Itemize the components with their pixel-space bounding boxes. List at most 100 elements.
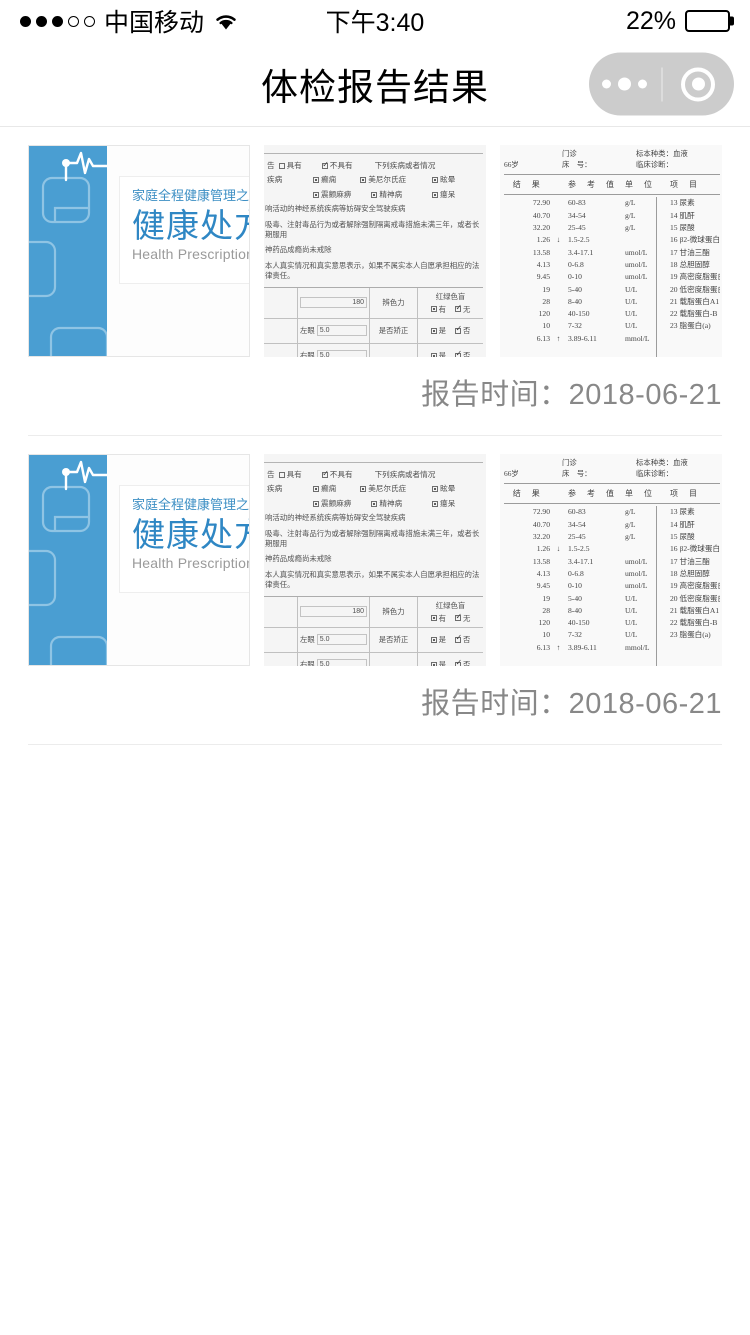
lab-result-value: 72.90 <box>532 198 550 208</box>
page-title: 体检报告结果 <box>261 67 489 108</box>
checkbox-checked-icon <box>321 470 329 479</box>
bed-label: 床 号： <box>562 159 592 169</box>
specimen-label: 标本种类： <box>636 458 673 467</box>
disease-row-label: 疾病 <box>267 484 283 494</box>
ecg-decoration-icon <box>29 151 107 356</box>
lab-reference-range: 7-32 <box>568 630 582 640</box>
lab-item-name: 23 脂蛋白(a) <box>670 630 711 640</box>
form-disease-row-2: 震颤麻痹 精神病 癔呆 <box>264 188 483 202</box>
checkbox-checked-icon <box>321 161 329 170</box>
lab-reference-range: 25-45 <box>568 532 586 542</box>
lab-reference-range: 34-54 <box>568 519 586 529</box>
lab-item-name: 20 低密度脂蛋白胆 <box>670 284 720 294</box>
lab-unit: U/L <box>625 593 638 603</box>
lab-result-value: 32.20 <box>532 532 550 542</box>
right-eye-input[interactable]: 5.0 <box>316 659 367 666</box>
diagnosis-label: 临床诊断： <box>636 468 673 478</box>
lab-result-value: 19 <box>542 284 550 294</box>
color-blind-label: 红绿色盲 <box>435 600 466 610</box>
lab-result-row: 32.20 25-45 g/L 15 尿酸 <box>504 531 720 543</box>
left-eye-input[interactable]: 5.0 <box>316 325 367 337</box>
lab-result-row: 19 5-40 U/L 20 低密度脂蛋白胆 <box>504 284 720 296</box>
checkbox-checked-icon <box>455 325 462 334</box>
disease-option: 美尼尔氏症 <box>368 484 407 494</box>
lab-item-name: 17 甘油三酯 <box>670 247 710 257</box>
form-disease-row-1: 疾病 癫痫 美尼尔氏症 眩晕 <box>264 173 483 187</box>
left-eye-label: 左眼 <box>300 326 315 336</box>
cover-subtitle: 家庭全程健康管理之 <box>132 497 250 512</box>
lab-result-value: 40.70 <box>532 210 550 220</box>
lab-result-row: 4.13 0-6.8 umol/L 18 总胆固醇 <box>504 259 720 271</box>
lab-result-row: 40.70 34-54 g/L 14 肌酐 <box>504 519 720 531</box>
form-paragraph: 吸毒、注射毒品行为或者解除强制隔离戒毒措施未满三年，或者长期服用 <box>265 528 480 548</box>
report-card[interactable]: 家庭全程健康管理之 健康处方 Health Prescription 告 <box>28 436 722 745</box>
lab-item-name: 14 肌酐 <box>670 519 695 529</box>
lab-result-value: 120 <box>538 309 550 319</box>
lab-unit: umol/L <box>625 556 648 566</box>
form-paragraph: 本人真实情况和真实意思表示，如果不属实本人自愿承担相应的法律责任。 <box>265 260 480 281</box>
capsule-close-button[interactable] <box>663 53 735 116</box>
lab-item-name: 19 高密度脂蛋白胆 <box>670 272 720 282</box>
correction-label: 是否矫正 <box>370 318 418 343</box>
lab-column-headers: 结 果 参 考 值 单 位 项 目 <box>512 489 699 499</box>
checkbox-checked-icon <box>455 613 462 622</box>
right-eye-label: 右眼 <box>300 351 315 357</box>
radio-icon <box>313 191 319 198</box>
thumbnail-lab-results[interactable]: 66岁 门诊 床 号： 标本种类：血液 临床诊断： 结 果 <box>500 145 722 357</box>
ecg-decoration-icon <box>29 460 107 665</box>
color-vision-label: 辨色力 <box>370 596 418 627</box>
radio-icon <box>430 306 437 313</box>
thumbnail-health-prescription-cover[interactable]: 家庭全程健康管理之 健康处方 Health Prescription <box>28 145 250 357</box>
lab-result-value: 120 <box>538 618 550 628</box>
form-paragraph: 神药品成瘾尚未戒除 <box>265 554 332 564</box>
lab-result-row: 120 40-150 U/L 22 载脂蛋白-B <box>504 617 720 629</box>
thumbnail-medical-exam-form[interactable]: 告 具有 不具有 下列疾病或者情况 疾病 <box>264 145 486 357</box>
thumbnail-health-prescription-cover[interactable]: 家庭全程健康管理之 健康处方 Health Prescription <box>28 454 250 666</box>
correction-label: 是否矫正 <box>370 627 418 652</box>
specimen-label: 标本种类： <box>636 149 673 158</box>
disease-option: 精神病 <box>379 498 403 508</box>
table-row: 180 辨色力 红绿色盲 有 无 <box>264 287 483 319</box>
signal-dot <box>20 15 31 27</box>
carrier-name: 中国移动 <box>104 9 205 37</box>
lab-flag-icon: ↑ <box>556 333 561 343</box>
thumbnail-lab-results[interactable]: 66岁 门诊 床 号： 标本种类：血液 临床诊断： 结 果 <box>500 454 722 666</box>
lab-unit: g/L <box>625 532 636 542</box>
diagnosis-label: 临床诊断： <box>636 159 673 169</box>
radio-icon <box>432 500 439 507</box>
disease-option: 癔呆 <box>440 189 456 199</box>
table-row: 180 辨色力 红绿色盲 有 无 <box>264 596 483 628</box>
status-bar: 中国移动 下午3:40 22% <box>0 0 750 42</box>
lab-reference-range: 1.5-2.5 <box>568 544 590 554</box>
cover-title: 健康处方 <box>132 206 249 244</box>
color-blind-label: 红绿色盲 <box>435 291 466 301</box>
lab-item-name: 13 尿素 <box>670 198 695 208</box>
specimen-value: 血液 <box>672 149 688 158</box>
lab-header: 66岁 门诊 床 号： 标本种类：血液 临床诊断： <box>504 458 720 482</box>
disease-option: 眩晕 <box>440 484 456 494</box>
capsule-menu-button[interactable] <box>589 53 661 116</box>
lab-item-name: 17 甘油三酯 <box>670 556 710 566</box>
vision-height-input[interactable]: 180 <box>300 606 367 618</box>
lab-reference-range: 40-150 <box>568 309 590 319</box>
lab-item-name: 20 低密度脂蛋白胆 <box>670 593 720 603</box>
radio-icon <box>371 500 378 507</box>
lab-result-value: 40.70 <box>532 519 550 529</box>
left-eye-input[interactable]: 5.0 <box>316 634 367 646</box>
wifi-icon <box>216 15 236 30</box>
right-eye-input[interactable]: 5.0 <box>316 350 367 357</box>
lab-reference-range: 0-6.8 <box>568 568 584 578</box>
report-card[interactable]: 家庭全程健康管理之 健康处方 Health Prescription 告 <box>28 127 722 436</box>
lab-item-name: 16 β2-微球蛋白 <box>670 235 720 245</box>
cover-title-block: 家庭全程健康管理之 健康处方 Health Prescription <box>119 485 250 593</box>
radio-icon <box>430 636 437 643</box>
wechat-capsule[interactable] <box>589 52 735 116</box>
vision-height-input[interactable]: 180 <box>300 297 367 309</box>
thumbnail-medical-exam-form[interactable]: 告 具有 不具有 下列疾病或者情况 疾病 <box>264 454 486 666</box>
lab-result-row: 13.58 3.4-17.1 umol/L 17 甘油三酯 <box>504 556 720 568</box>
lab-unit: umol/L <box>625 581 648 591</box>
cover-title-block: 家庭全程健康管理之 健康处方 Health Prescription <box>119 176 249 284</box>
form-paragraph: 响活动的神经系统疾病等妨碍安全驾驶疾病 <box>265 513 406 523</box>
lab-reference-range: 1.5-2.5 <box>568 235 590 245</box>
lab-result-value: 1.26 <box>536 544 550 554</box>
